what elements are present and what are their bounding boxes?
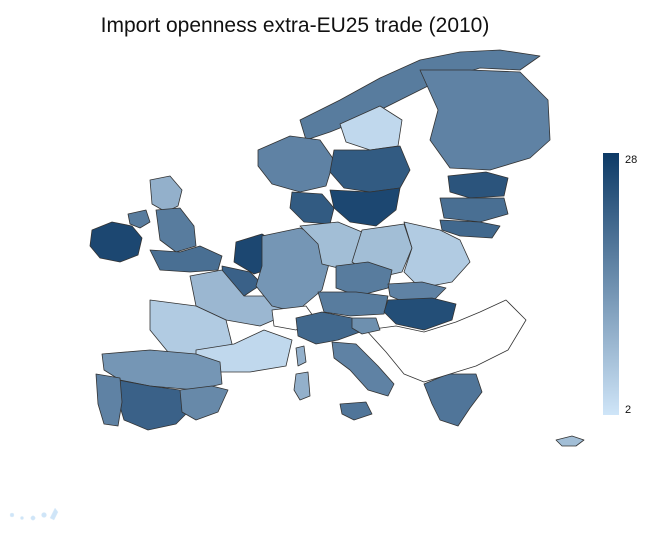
region-latvia — [439, 197, 509, 223]
region-portugal — [95, 373, 123, 427]
region-slovenia — [351, 317, 381, 335]
region-ireland — [89, 221, 143, 263]
legend-min-label: 2 — [625, 404, 632, 416]
legend-max-label: 28 — [625, 154, 638, 166]
region-sardinia — [293, 371, 311, 401]
region-austria — [317, 291, 389, 317]
region-finland — [419, 69, 551, 171]
region-lithuania — [439, 219, 501, 239]
region-northern-ireland — [127, 209, 151, 229]
region-northern-england — [155, 207, 197, 253]
region-sweden-central — [329, 145, 411, 193]
region-sicily — [339, 401, 373, 421]
region-scotland — [149, 175, 183, 213]
region-balkans — [365, 299, 527, 383]
region-norway-south — [257, 135, 335, 193]
region-denmark — [289, 191, 335, 225]
region-cyprus — [555, 435, 585, 447]
region-poland-east — [403, 221, 471, 289]
region-italy-north — [295, 311, 361, 345]
region-southern-england — [149, 245, 223, 273]
region-greece — [423, 373, 483, 427]
region-italy-south — [331, 341, 395, 397]
region-estonia — [447, 171, 509, 199]
region-hungary — [383, 297, 457, 331]
map-title: Import openness extra-EU25 trade (2010) — [100, 14, 490, 37]
outlying-islands — [9, 507, 59, 521]
region-sweden-south — [329, 187, 401, 227]
legend-colorbar — [603, 153, 619, 415]
region-corsica — [295, 345, 307, 367]
region-czech-republic — [335, 261, 393, 297]
region-spain-east — [179, 385, 229, 421]
